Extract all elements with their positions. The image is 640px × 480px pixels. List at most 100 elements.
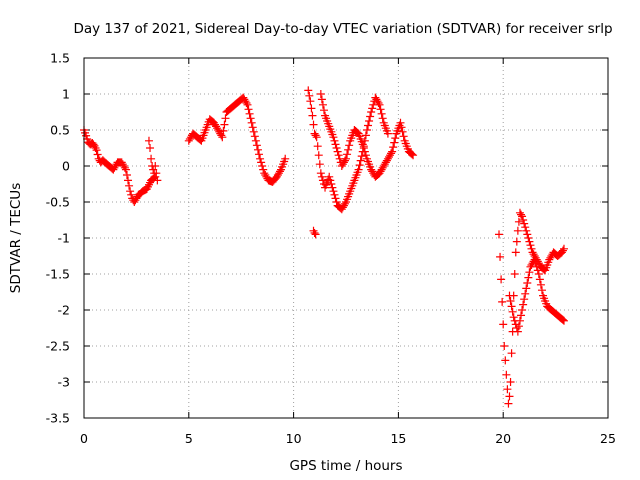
y-tick-label: -1.5: [46, 267, 70, 282]
series-seg3b: [316, 90, 418, 181]
data-point: [325, 172, 334, 181]
data-point: [247, 118, 256, 127]
data-point: [509, 313, 518, 322]
data-point: [534, 270, 543, 278]
data-point: [505, 291, 514, 300]
data-point: [307, 104, 316, 113]
data-point: [219, 126, 228, 135]
data-point: [317, 172, 326, 181]
data-point: [313, 142, 322, 151]
data-point: [330, 190, 339, 199]
data-point: [306, 97, 315, 106]
data-point: [153, 176, 162, 185]
data-point: [311, 131, 320, 140]
data-point: [146, 144, 155, 152]
data-point: [326, 176, 335, 185]
data-point: [252, 141, 261, 150]
data-point: [519, 300, 528, 309]
data-point: [92, 146, 101, 155]
y-tick-label: 1.5: [50, 51, 70, 66]
y-tick-label: -1: [58, 231, 70, 246]
data-point: [311, 230, 320, 239]
data-point: [332, 198, 341, 206]
data-point: [318, 176, 327, 185]
x-tick-label: 0: [80, 431, 88, 446]
data-point: [354, 165, 363, 174]
data-point: [523, 230, 532, 239]
data-point: [524, 234, 533, 242]
data-point: [93, 150, 102, 159]
data-point: [314, 151, 323, 160]
series-seg1b: [144, 136, 162, 185]
data-point: [396, 118, 405, 127]
data-point: [375, 100, 384, 109]
data-point: [525, 268, 534, 277]
data-point: [361, 131, 370, 140]
data-point: [310, 129, 319, 138]
data-point: [511, 248, 520, 257]
data-point: [360, 147, 369, 156]
data-point: [537, 286, 546, 295]
y-tick-label: 1: [62, 87, 70, 102]
x-axis-label: GPS time / hours: [289, 458, 402, 474]
data-point: [387, 149, 396, 158]
data-point: [243, 100, 252, 109]
data-point: [253, 145, 262, 154]
data-point: [518, 306, 527, 314]
data-point: [310, 228, 319, 237]
data-point: [513, 226, 522, 235]
data-points: [80, 86, 568, 408]
data-point: [308, 111, 317, 120]
series-seg1: [80, 126, 160, 206]
data-point: [147, 154, 156, 163]
data-point: [500, 342, 509, 350]
data-point: [245, 109, 254, 118]
data-point: [397, 123, 406, 132]
data-point: [536, 280, 545, 289]
data-point: [508, 307, 517, 316]
data-point: [530, 255, 539, 264]
x-tick-label: 20: [495, 431, 511, 446]
chart-title: Day 137 of 2021, Sidereal Day-to-day VTE…: [73, 21, 612, 37]
data-point: [515, 208, 524, 217]
data-point: [318, 100, 327, 109]
y-tick-label: -0.5: [46, 195, 70, 210]
y-tick-label: 0: [62, 159, 70, 174]
x-tick-label: 15: [390, 431, 406, 446]
data-point: [390, 138, 399, 147]
data-point: [305, 91, 314, 100]
data-point: [125, 181, 134, 190]
data-point: [250, 132, 259, 141]
data-point: [504, 399, 513, 408]
data-point: [378, 114, 387, 123]
data-point: [362, 126, 371, 134]
data-point: [521, 289, 530, 298]
data-point: [559, 316, 568, 325]
data-point: [144, 136, 153, 145]
data-point: [513, 327, 522, 336]
data-point: [524, 273, 533, 282]
data-point: [329, 133, 338, 142]
data-point: [514, 217, 523, 226]
data-point: [344, 145, 353, 154]
data-point: [244, 105, 253, 114]
data-point: [389, 143, 398, 152]
data-point: [259, 165, 268, 174]
data-point: [331, 140, 340, 149]
data-point: [345, 141, 354, 150]
y-tick-label: -2: [58, 303, 70, 318]
x-tick-label: 25: [600, 431, 616, 446]
y-axis-label: SDTVAR / TECUs: [8, 183, 24, 293]
data-point: [498, 297, 507, 306]
data-point: [316, 169, 325, 178]
series-seg3c: [309, 226, 320, 239]
data-point: [525, 237, 534, 246]
data-point: [517, 311, 526, 320]
plot-frame: [83, 57, 609, 419]
data-point: [514, 322, 523, 331]
data-point: [281, 154, 290, 163]
data-point: [361, 151, 370, 160]
data-point: [221, 114, 230, 123]
data-point: [220, 120, 229, 129]
